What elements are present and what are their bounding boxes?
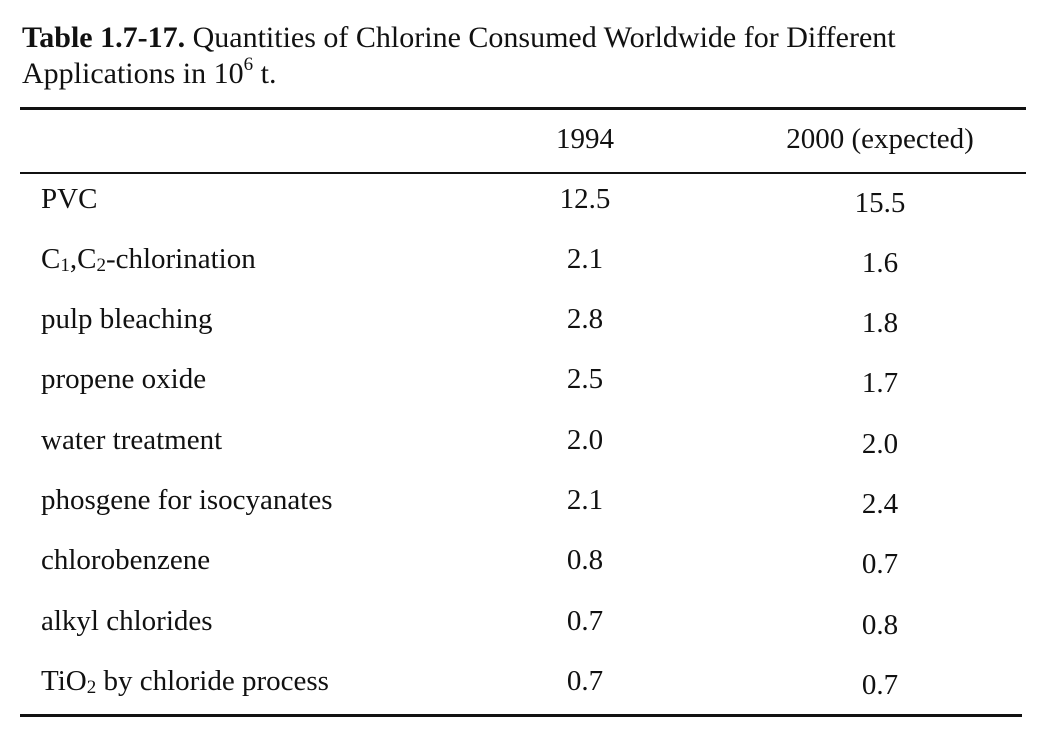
row-category: TiO2 by chloride process	[41, 663, 329, 699]
value-1994: 12.5	[559, 183, 611, 215]
table-row: water treatment 2.0 2.0	[0, 422, 1048, 462]
caption-line-2: Applications in 106 t.	[22, 54, 1032, 92]
row-category: propene oxide	[41, 363, 207, 395]
table-row: chlorobenzene 0.8 0.7	[0, 542, 1048, 582]
value-2000: 1.8	[861, 307, 899, 339]
value-1994: 2.1	[566, 243, 604, 275]
row-category-part: -chlorination	[105, 243, 256, 275]
row-category-part: C	[41, 243, 61, 275]
row-category-subscript: 1	[60, 255, 70, 276]
caption-exponent: 6	[243, 54, 254, 75]
table-row: C1,C2-chlorination 2.1 1.6	[0, 241, 1048, 281]
header-rule	[20, 172, 1026, 174]
value-2000: 0.7	[861, 548, 899, 580]
value-1994: 2.0	[566, 424, 604, 456]
value-1994: 2.1	[566, 484, 604, 516]
row-category: PVC	[41, 183, 98, 215]
table-caption: Table 1.7-17. Quantities of Chlorine Con…	[22, 20, 1032, 92]
value-1994: 0.8	[566, 544, 604, 576]
table-row: phosgene for isocyanates 2.1 2.4	[0, 482, 1048, 522]
column-header-1994: 1994	[556, 123, 614, 155]
table-top-rule	[20, 107, 1026, 110]
table-row: TiO2 by chloride process 0.7 0.7	[0, 663, 1048, 703]
value-1994: 2.8	[566, 303, 604, 335]
value-2000: 1.7	[861, 367, 899, 399]
value-2000: 1.6	[861, 247, 899, 279]
row-category: C1,C2-chlorination	[41, 241, 256, 277]
column-header-2000: 2000 (expected)	[786, 123, 974, 155]
value-2000: 2.0	[861, 428, 899, 460]
row-category: phosgene for isocyanates	[41, 484, 333, 516]
caption-line-1: Table 1.7-17. Quantities of Chlorine Con…	[22, 20, 1032, 56]
row-category-part: by chloride process	[96, 665, 329, 697]
table-row: propene oxide 2.5 1.7	[0, 361, 1048, 401]
table-row: alkyl chlorides 0.7 0.8	[0, 603, 1048, 643]
row-category-subscript: 2	[86, 677, 97, 698]
value-1994: 2.5	[566, 363, 604, 395]
table-row: pulp bleaching 2.8 1.8	[0, 301, 1048, 341]
value-1994: 0.7	[566, 605, 604, 637]
row-category: pulp bleaching	[41, 303, 213, 335]
row-category: water treatment	[41, 424, 223, 456]
value-2000: 15.5	[854, 187, 906, 219]
value-2000: 2.4	[861, 488, 899, 520]
row-category: chlorobenzene	[41, 544, 211, 576]
row-category: alkyl chlorides	[41, 605, 213, 637]
row-category-subscript: 2	[96, 255, 106, 276]
value-2000: 0.8	[861, 609, 899, 641]
value-2000: 0.7	[861, 669, 899, 701]
value-1994: 0.7	[566, 665, 604, 697]
row-category-part: TiO	[41, 665, 87, 697]
caption-title-cont: Applications in 10	[22, 57, 244, 90]
row-category-part: ,C	[69, 243, 97, 275]
table-row: PVC 12.5 15.5	[0, 181, 1048, 221]
table-bottom-rule	[20, 714, 1022, 717]
caption-unit: t.	[253, 57, 277, 90]
caption-title: Quantities of Chlorine Consumed Worldwid…	[192, 21, 896, 54]
table-number: Table 1.7-17.	[22, 21, 186, 54]
